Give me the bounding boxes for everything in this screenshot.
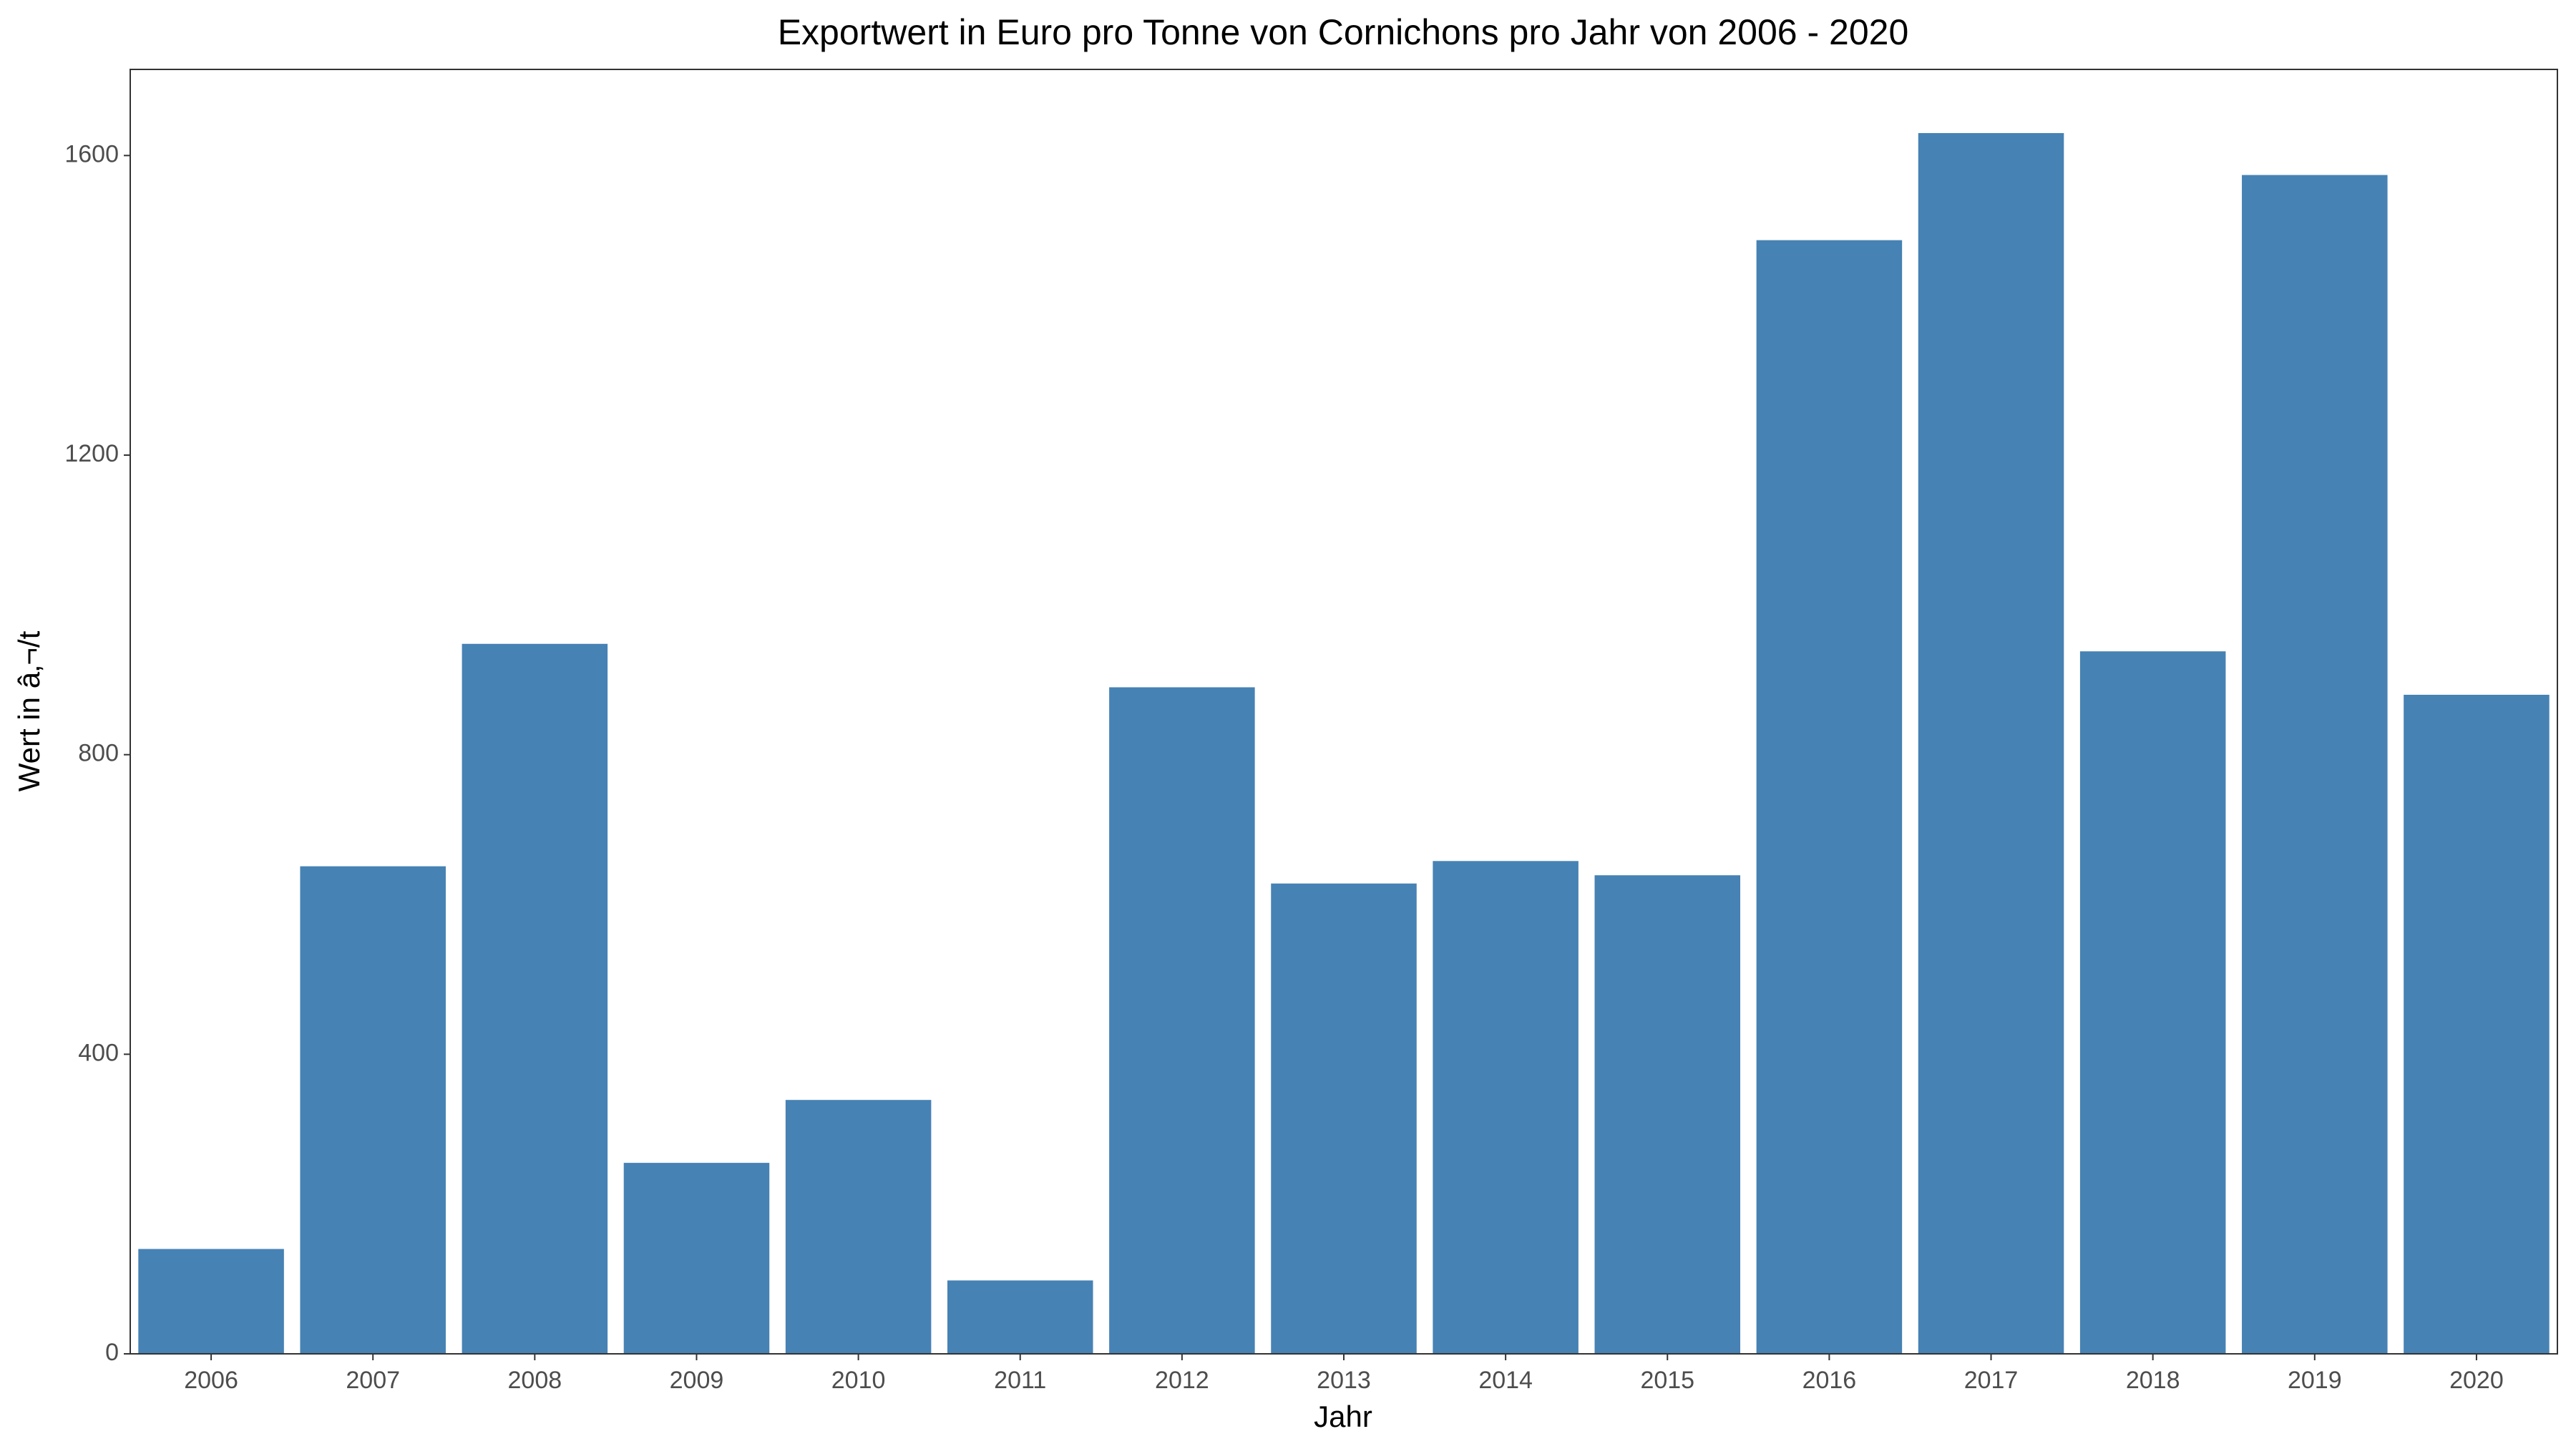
x-tick-label: 2010	[831, 1367, 886, 1394]
y-axis-title: Wert in â‚¬/t	[12, 630, 46, 791]
panel-border	[130, 69, 2558, 1355]
x-tick-label: 2020	[2449, 1367, 2504, 1394]
x-axis: 2006 2007 2008 2009 2010 2011 2012 2013 2014 2015…	[184, 1354, 2504, 1394]
bar-2008	[462, 643, 608, 1354]
bar-2018	[2079, 651, 2226, 1354]
bar-2010	[785, 1100, 932, 1354]
y-tick-label: 0	[105, 1339, 119, 1366]
y-axis: 0 400 800 1200 1600	[64, 140, 130, 1366]
y-tick-label: 400	[78, 1039, 119, 1066]
bar-2009	[623, 1163, 770, 1354]
x-tick-label: 2009	[670, 1367, 724, 1394]
bar-2007	[300, 866, 446, 1354]
bar-2006	[138, 1249, 284, 1354]
x-tick-label: 2019	[2288, 1367, 2342, 1394]
bars-group	[138, 132, 2550, 1355]
bar-2017	[1918, 132, 2064, 1355]
x-tick-label: 2006	[184, 1367, 238, 1394]
y-tick-label: 1200	[64, 440, 119, 467]
x-tick-label: 2016	[1802, 1367, 1857, 1394]
x-tick-label: 2008	[508, 1367, 562, 1394]
bar-2015	[1594, 875, 1741, 1354]
bar-2014	[1433, 861, 1579, 1354]
bar-2016	[1756, 240, 1903, 1355]
chart-title: Exportwert in Euro pro Tonne von Cornich…	[778, 12, 1909, 52]
y-tick-label: 1600	[64, 140, 119, 167]
bar-2013	[1271, 883, 1417, 1354]
x-tick-label: 2011	[994, 1367, 1046, 1394]
bar-2020	[2404, 694, 2550, 1354]
x-tick-label: 2012	[1155, 1367, 1209, 1394]
x-tick-label: 2013	[1317, 1367, 1371, 1394]
x-tick-label: 2017	[1964, 1367, 2019, 1394]
x-axis-title: Jahr	[1314, 1400, 1372, 1433]
y-tick-label: 800	[78, 740, 119, 767]
bar-2011	[947, 1280, 1093, 1354]
bar-2012	[1109, 687, 1255, 1354]
x-tick-label: 2007	[346, 1367, 400, 1394]
x-tick-label: 2015	[1640, 1367, 1694, 1394]
x-tick-label: 2014	[1478, 1367, 1533, 1394]
x-tick-label: 2018	[2126, 1367, 2180, 1394]
bar-2019	[2242, 175, 2388, 1354]
